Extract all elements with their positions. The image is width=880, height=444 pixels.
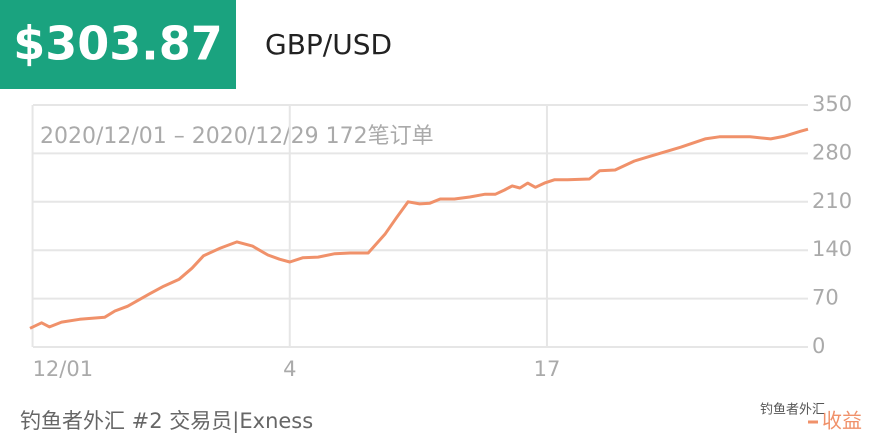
price: $303.87 [13, 17, 223, 71]
pair: GBP/USD [265, 28, 392, 61]
y-tick-label: 350 [812, 92, 852, 116]
y-tick-label: 210 [812, 189, 852, 213]
legend-label: 收益 [822, 409, 862, 433]
y-tick-label: 0 [812, 334, 825, 358]
y-tick-label: 140 [812, 237, 852, 261]
x-tick-label: 12/01 [33, 357, 94, 381]
x-tick-label: 4 [283, 357, 296, 381]
y-tick-label: 70 [812, 286, 839, 310]
caption: 钓鱼者外汇 #2 交易员|Exness [20, 409, 313, 434]
chart-title: 2020/12/01 – 2020/12/29 172笔订单 [40, 124, 434, 149]
y-tick-label: 280 [812, 140, 852, 164]
line [29, 127, 809, 330]
x-tick-label: 17 [534, 357, 561, 381]
watermark: 钓鱼者外汇 [760, 402, 825, 418]
price-badge [0, 0, 236, 89]
